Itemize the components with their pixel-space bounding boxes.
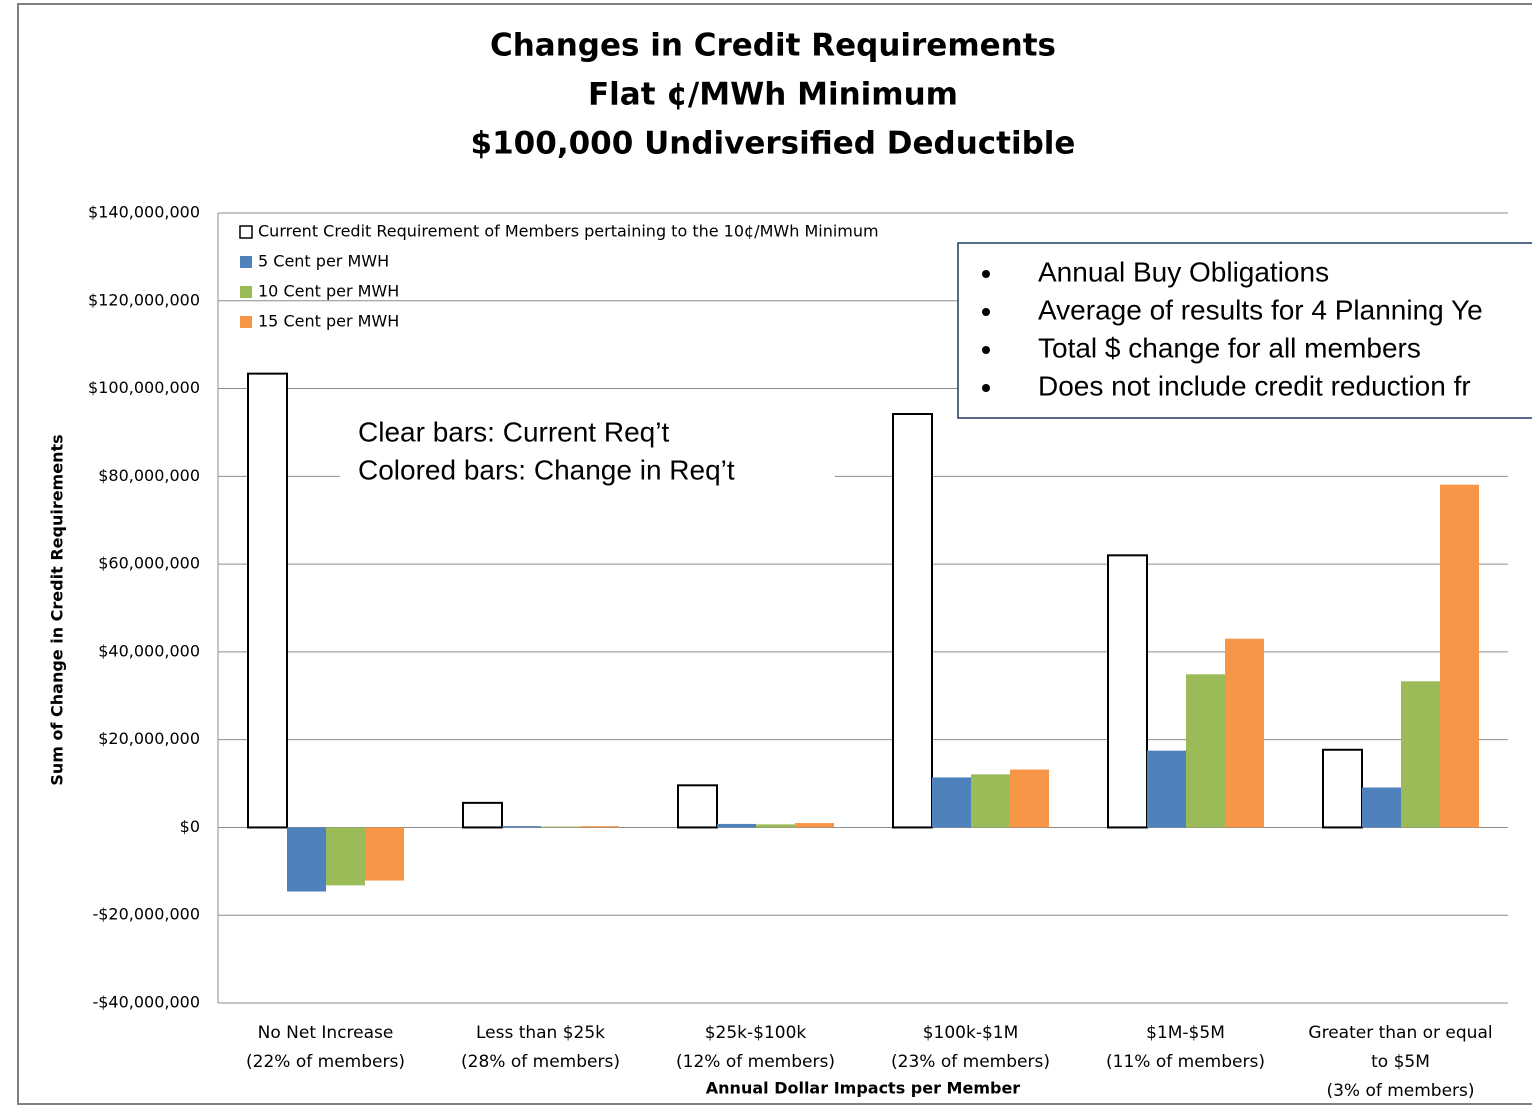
x-axis-label: Annual Dollar Impacts per Member <box>706 1079 1021 1098</box>
bar <box>502 826 541 828</box>
legend-swatch <box>240 316 252 328</box>
bar <box>1186 674 1225 828</box>
x-tick-label: $1M-$5M <box>1146 1023 1225 1043</box>
bar <box>326 827 365 886</box>
note-bullet <box>982 346 990 354</box>
y-axis-label: Sum of Change in Credit Requirements <box>48 434 67 785</box>
annotation: Colored bars: Change in Req’t <box>358 454 735 485</box>
legend-label: Current Credit Requirement of Members pe… <box>258 222 879 241</box>
bar <box>1362 787 1401 828</box>
y-tick-label: $140,000,000 <box>88 203 200 222</box>
y-tick-label: $80,000,000 <box>98 466 200 485</box>
bar <box>971 774 1010 828</box>
x-tick-label: (11% of members) <box>1106 1052 1265 1072</box>
note: Does not include credit reduction fr <box>1038 370 1471 401</box>
bar <box>795 823 834 828</box>
y-tick-label: -$40,000,000 <box>92 993 200 1012</box>
x-tick-label: No Net Increase <box>258 1023 394 1043</box>
chart-title: Changes in Credit Requirements <box>490 28 1056 64</box>
bar <box>541 826 580 828</box>
bar <box>677 784 718 829</box>
y-tick-label: $40,000,000 <box>98 641 200 660</box>
note-bullet <box>982 384 990 392</box>
bar <box>1440 484 1479 828</box>
chart-title: $100,000 Undiversified Deductible <box>471 126 1076 162</box>
bar <box>1322 748 1363 829</box>
y-tick-label: $120,000,000 <box>88 290 200 309</box>
legend-swatch <box>240 286 252 298</box>
x-tick-label: (3% of members) <box>1326 1081 1474 1101</box>
legend-swatch <box>239 225 253 239</box>
x-tick-label: (28% of members) <box>461 1052 620 1072</box>
x-tick-label: (23% of members) <box>891 1052 1050 1072</box>
bar <box>932 777 971 828</box>
bar <box>1225 638 1264 828</box>
chart-frame <box>17 3 1532 1105</box>
note-bullet <box>982 270 990 278</box>
y-tick-label: $60,000,000 <box>98 554 200 573</box>
y-tick-label: $20,000,000 <box>98 729 200 748</box>
legend-swatch <box>240 256 252 268</box>
note: Average of results for 4 Planning Ye <box>1038 294 1483 325</box>
y-tick-label: -$20,000,000 <box>92 905 200 924</box>
bar <box>892 413 933 829</box>
bar <box>287 827 326 892</box>
chart-title: Flat ¢/MWh Minimum <box>588 77 958 113</box>
y-tick-label: $100,000,000 <box>88 378 200 397</box>
bar <box>1147 750 1186 828</box>
x-tick-label: to $5M <box>1371 1052 1430 1072</box>
y-tick-label: $0 <box>180 817 200 836</box>
bar <box>1107 554 1148 829</box>
bar <box>1401 681 1440 828</box>
x-tick-label: $100k-$1M <box>923 1023 1019 1043</box>
legend-label: 15 Cent per MWH <box>258 312 399 331</box>
bar <box>462 801 503 829</box>
legend-label: 5 Cent per MWH <box>258 252 389 271</box>
bar <box>247 372 288 829</box>
bar <box>756 824 795 828</box>
note: Total $ change for all members <box>1038 332 1421 363</box>
x-tick-label: (12% of members) <box>676 1052 835 1072</box>
note-bullet <box>982 308 990 316</box>
x-tick-label: (22% of members) <box>246 1052 405 1072</box>
x-tick-label: Greater than or equal <box>1308 1023 1492 1043</box>
x-tick-label: Less than $25k <box>476 1023 605 1043</box>
x-tick-label: $25k-$100k <box>705 1023 807 1043</box>
bar <box>1010 769 1049 828</box>
bar <box>717 823 756 828</box>
annotation: Clear bars: Current Req’t <box>358 416 669 447</box>
note: Annual Buy Obligations <box>1038 256 1329 287</box>
legend-label: 10 Cent per MWH <box>258 282 399 301</box>
bar <box>580 826 619 828</box>
annotation-background <box>340 412 835 494</box>
bar <box>365 827 404 881</box>
note-box <box>957 242 1532 419</box>
